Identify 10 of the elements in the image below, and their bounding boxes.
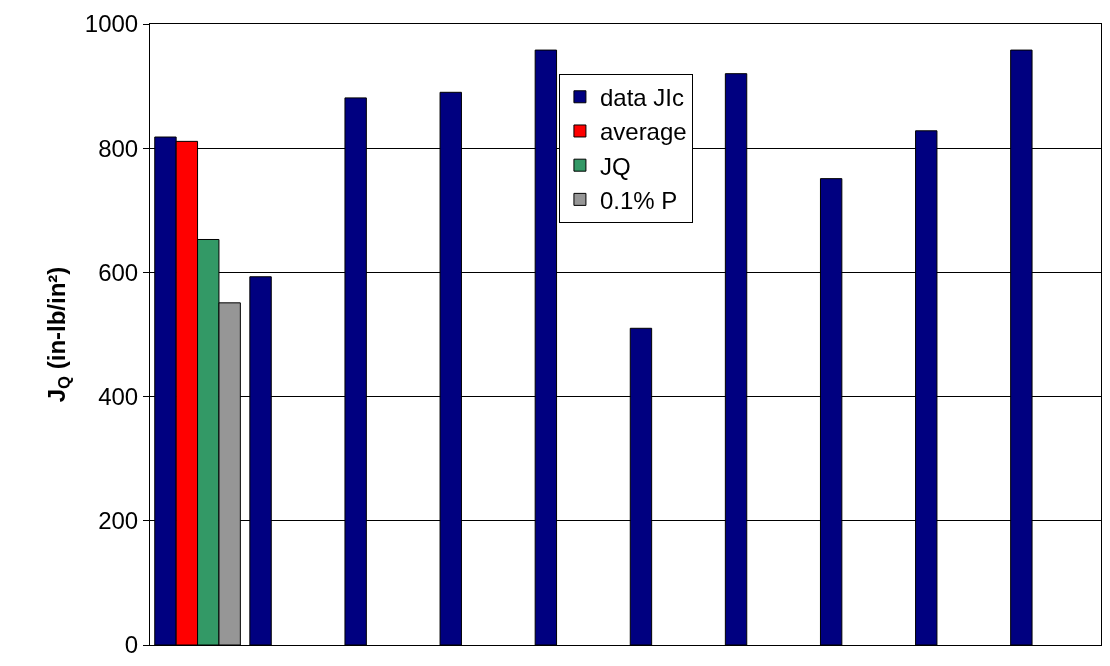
legend-label: average [599,118,687,146]
y-tick-label: 0 [124,631,139,659]
y-tick-label: 200 [98,507,139,535]
y-tick-label: 600 [98,258,139,286]
y-tick-label: 1000 [84,10,139,38]
y-tick-label: 400 [98,383,139,410]
legend-label: 0.1% P [599,186,678,214]
legend-label: JQ [599,152,631,180]
legend-label: data JIc [599,84,684,112]
y-tick-label: 800 [98,134,139,162]
